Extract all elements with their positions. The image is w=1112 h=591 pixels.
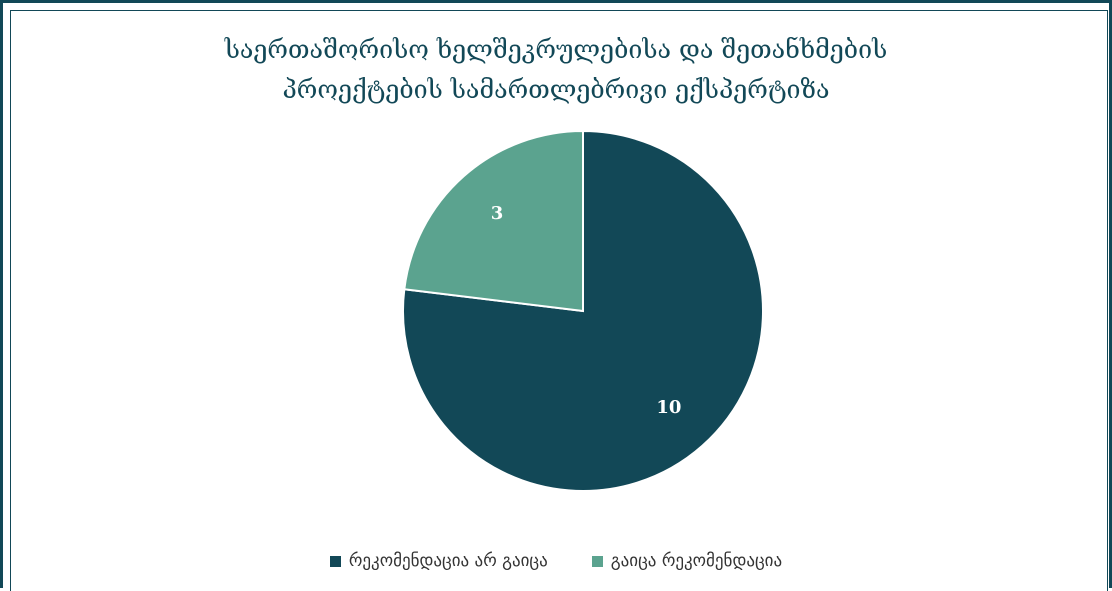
legend-swatch-not-recommended xyxy=(329,555,341,567)
legend-swatch-recommended xyxy=(591,555,603,567)
pie-data-labels: 10 3 xyxy=(491,203,682,418)
chart-title-line-2: პროექტების სამართლებრივი ექსპერტიზა xyxy=(282,75,830,104)
chart-legend: რეკომენდაცია არ გაიცა გაიცა რეკომენდაცია xyxy=(0,551,1112,571)
chart-title: საერთაშორისო ხელშეკრულებისა და შეთანხმებ… xyxy=(0,30,1112,110)
legend-label-recommended: გაიცა რეკომენდაცია xyxy=(610,551,783,571)
data-label-not-recommended: 10 xyxy=(656,397,681,418)
data-label-recommended: 3 xyxy=(491,203,504,224)
legend-item-not-recommended: რეკომენდაცია არ გაიცა xyxy=(329,551,548,571)
pie-slice-not-recommended xyxy=(402,129,764,492)
pie-slice-recommended xyxy=(403,129,584,313)
legend-label-not-recommended: რეკომენდაცია არ გაიცა xyxy=(348,551,548,571)
chart-frame-inner-border xyxy=(10,10,1108,591)
pie-slices xyxy=(402,129,764,492)
chart-title-line-1: საერთაშორისო ხელშეკრულებისა და შეთანხმებ… xyxy=(224,35,888,64)
legend-item-recommended: გაიცა რეკომენდაცია xyxy=(591,551,783,571)
